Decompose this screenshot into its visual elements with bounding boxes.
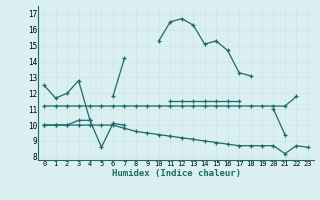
X-axis label: Humidex (Indice chaleur): Humidex (Indice chaleur) [111,169,241,178]
